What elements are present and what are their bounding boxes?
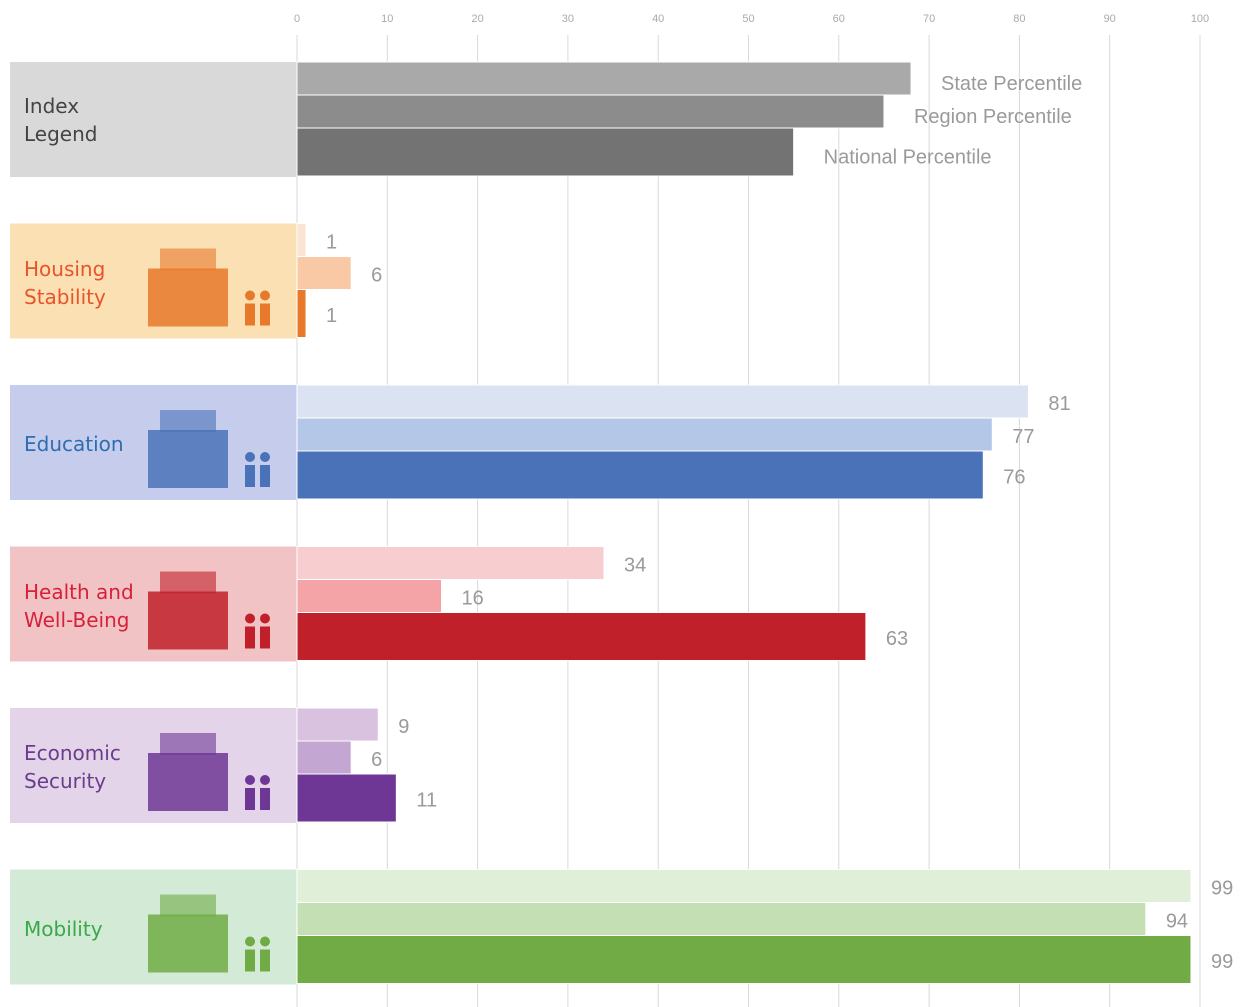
icon-building xyxy=(148,753,228,811)
x-tick-label: 30 xyxy=(562,13,574,25)
icon-person xyxy=(245,936,255,947)
icon-building xyxy=(148,268,228,327)
icon-building xyxy=(148,430,228,488)
icon-person xyxy=(260,290,270,301)
legend-bar xyxy=(296,127,795,177)
icon-roof xyxy=(160,894,216,917)
icon-person-body xyxy=(260,626,270,649)
bar xyxy=(296,417,993,452)
value-label: 94 xyxy=(1166,910,1188,932)
category-label: Housing Stability xyxy=(24,256,106,309)
x-tick-label: 10 xyxy=(381,13,393,25)
value-label: 63 xyxy=(886,628,908,650)
bar xyxy=(296,546,605,580)
icon-building xyxy=(148,591,228,650)
x-tick-label: 60 xyxy=(833,13,845,25)
icon-roof xyxy=(160,733,216,755)
category-label: Education xyxy=(24,432,124,456)
category-label: Health and Well-Being xyxy=(24,579,134,632)
x-tick-label: 100 xyxy=(1191,13,1209,25)
value-label: 16 xyxy=(461,587,483,609)
bar xyxy=(296,450,984,500)
category-label: Economic Security xyxy=(24,741,121,793)
category-icon xyxy=(148,894,270,973)
icon-person xyxy=(260,452,270,462)
bar xyxy=(296,869,1192,903)
x-tick-label: 20 xyxy=(471,13,483,25)
legend-panel xyxy=(10,62,297,177)
icon-person-body xyxy=(245,626,255,649)
legend-label: Region Percentile xyxy=(914,106,1072,128)
value-label: 99 xyxy=(1211,877,1233,899)
x-tick-label: 90 xyxy=(1104,13,1116,25)
value-label: 76 xyxy=(1003,466,1025,488)
value-label: 81 xyxy=(1048,393,1070,415)
x-tick-label: 40 xyxy=(652,13,664,25)
icon-person xyxy=(245,775,255,785)
icon-person-body xyxy=(260,465,270,487)
bar xyxy=(296,223,307,257)
x-tick-label: 50 xyxy=(742,13,754,25)
bar xyxy=(296,773,397,823)
x-tick-label: 0 xyxy=(294,13,300,25)
value-label: 34 xyxy=(624,554,646,576)
bar xyxy=(296,289,307,338)
bar xyxy=(296,384,1029,419)
icon-building xyxy=(148,914,228,973)
category-icon xyxy=(148,410,270,488)
value-label: 6 xyxy=(371,264,382,286)
legend-title: Index Legend xyxy=(24,94,98,146)
icon-person xyxy=(260,936,270,947)
legend-bar xyxy=(296,94,885,129)
icon-person xyxy=(245,613,255,624)
category-icon xyxy=(148,571,270,650)
value-label: 9 xyxy=(398,716,409,738)
category-icon xyxy=(148,248,270,327)
legend-label: State Percentile xyxy=(941,73,1082,95)
value-label: 99 xyxy=(1211,951,1233,973)
icon-person-body xyxy=(260,788,270,810)
bar xyxy=(296,902,1147,936)
x-tick-label: 70 xyxy=(923,13,935,25)
icon-person-body xyxy=(260,303,270,326)
x-tick-label: 80 xyxy=(1013,13,1025,25)
icon-person-body xyxy=(260,949,270,972)
icon-roof xyxy=(160,410,216,432)
icon-roof xyxy=(160,248,216,271)
category-label: Mobility xyxy=(24,916,103,941)
icon-person xyxy=(260,613,270,624)
value-label: 77 xyxy=(1012,426,1034,448)
value-label: 11 xyxy=(416,789,437,811)
category-icon xyxy=(148,733,270,811)
icon-roof xyxy=(160,571,216,594)
bar xyxy=(296,935,1192,984)
legend-bar xyxy=(296,61,912,96)
bar xyxy=(296,707,379,742)
icon-person xyxy=(260,775,270,785)
icon-person-body xyxy=(245,303,255,326)
icon-person-body xyxy=(245,949,255,972)
icon-person-body xyxy=(245,788,255,810)
bar xyxy=(296,612,867,661)
value-label: 6 xyxy=(371,749,382,771)
value-label: 1 xyxy=(326,305,337,327)
bar xyxy=(296,256,352,290)
legend-label: National Percentile xyxy=(824,146,992,168)
icon-person-body xyxy=(245,465,255,487)
bar xyxy=(296,579,442,613)
icon-person xyxy=(245,452,255,462)
bar xyxy=(296,740,352,775)
panels xyxy=(10,62,297,985)
icon-person xyxy=(245,290,255,301)
value-label: 1 xyxy=(326,231,337,253)
